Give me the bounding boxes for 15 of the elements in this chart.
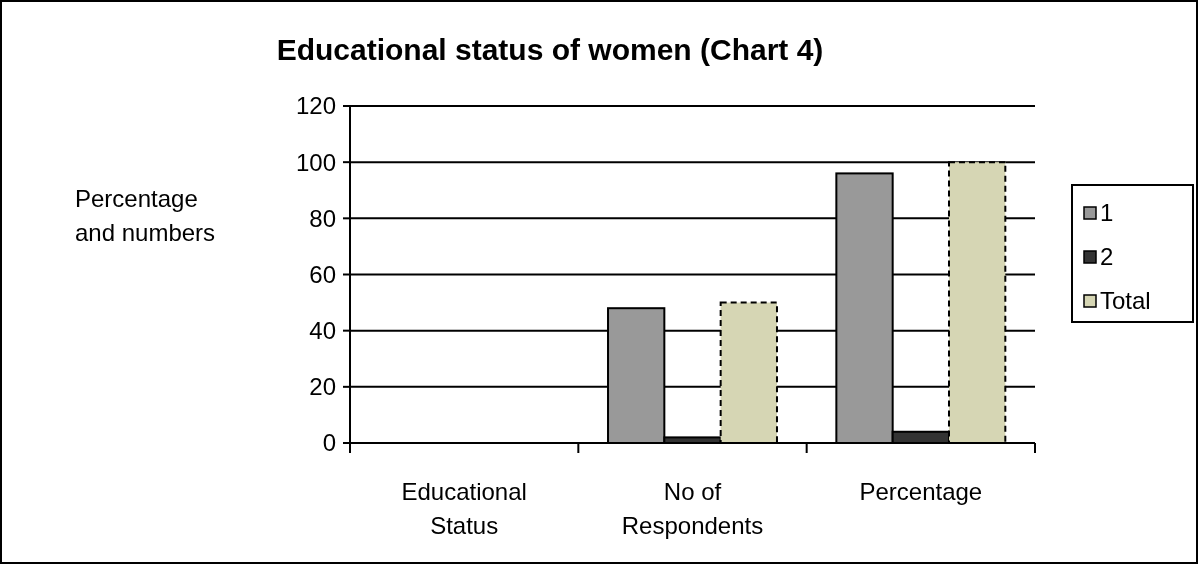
y-tick-label: 120 [295, 92, 336, 120]
y-tick-label: 40 [309, 317, 336, 345]
chart-title: Educational status of women (Chart 4) [276, 33, 824, 66]
x-tick-label: Educational Status [401, 478, 527, 539]
y-tick-label: 60 [309, 260, 336, 288]
y-tick-label: 20 [309, 373, 336, 401]
y-tick-label: 0 [322, 429, 336, 457]
x-tick-label: No of Respondents [621, 478, 764, 539]
y-axis-title: Percentage and numbers [75, 185, 216, 246]
y-tick-label: 100 [295, 148, 336, 176]
legend-label: Total [1100, 287, 1151, 315]
legend-label: 2 [1100, 243, 1114, 271]
legend-label: 1 [1100, 199, 1114, 227]
x-tick-label: Percentage [859, 478, 983, 505]
y-tick-label: 80 [309, 204, 336, 232]
